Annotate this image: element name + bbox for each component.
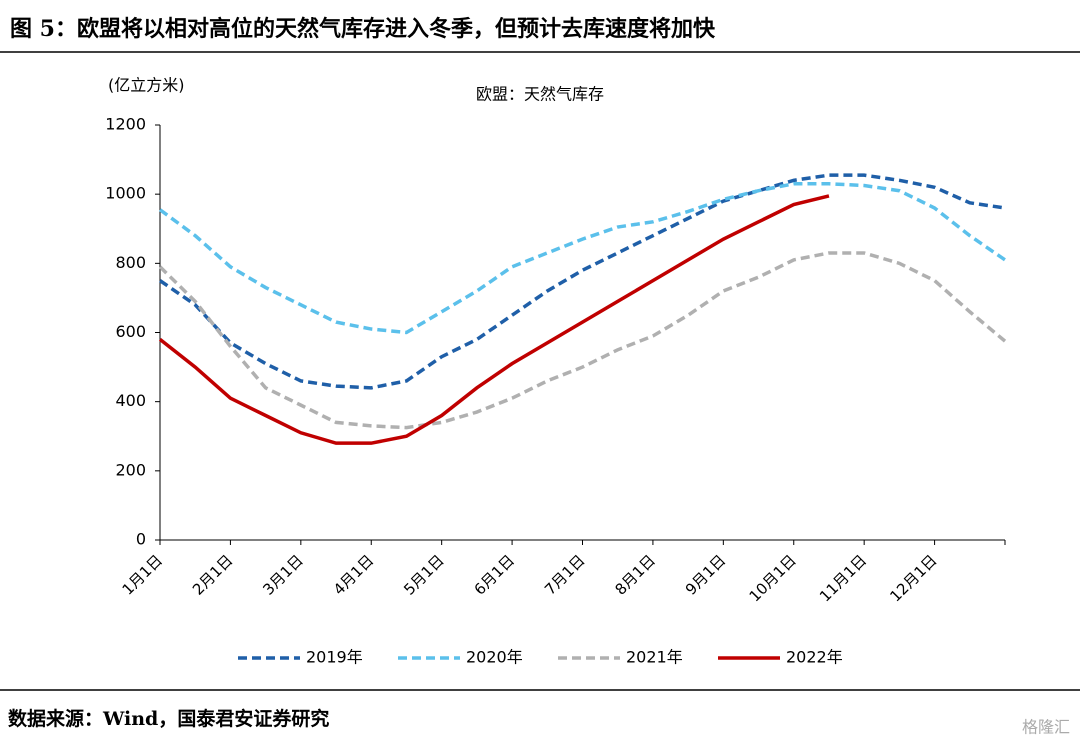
x-tick-label: 3月1日 (259, 551, 306, 598)
header-title: 图 5：欧盟将以相对高位的天然气库存进入冬季，但预计去库速度将加快 (10, 16, 716, 42)
legend-label: 2020年 (466, 648, 523, 667)
y-axis-label: (亿立方米) (108, 76, 185, 95)
series-line (158, 182, 1006, 335)
series-line (158, 251, 1007, 430)
legend-label: 2021年 (626, 648, 683, 667)
legend-label: 2019年 (306, 648, 363, 667)
y-tick-label: 400 (115, 391, 146, 410)
x-tick-label: 6月1日 (471, 551, 518, 598)
x-tick-label: 7月1日 (541, 551, 588, 598)
x-tick-label: 5月1日 (400, 551, 447, 598)
y-tick-label: 0 (136, 530, 146, 549)
legend-label: 2022年 (786, 648, 843, 667)
x-tick-label: 9月1日 (682, 551, 729, 598)
x-tick-label: 1月1日 (119, 551, 166, 598)
x-tick-label: 10月1日 (746, 551, 800, 605)
y-tick-label: 600 (115, 322, 146, 341)
series-line (159, 173, 1006, 390)
watermark: 格隆汇 (1022, 718, 1070, 737)
x-tick-label: 11月1日 (816, 551, 870, 605)
chart-title: 欧盟：天然气库存 (476, 85, 604, 104)
x-tick-label: 12月1日 (886, 551, 940, 605)
x-tick-label: 4月1日 (330, 551, 377, 598)
y-tick-label: 800 (115, 253, 146, 272)
y-tick-label: 1200 (105, 115, 146, 134)
y-tick-label: 1000 (105, 184, 146, 203)
x-tick-label: 8月1日 (611, 551, 658, 598)
y-tick-label: 200 (115, 460, 146, 479)
x-tick-label: 2月1日 (189, 551, 236, 598)
source: 数据来源：Wind，国泰君安证券研究 (8, 707, 329, 730)
series-line (158, 194, 830, 445)
